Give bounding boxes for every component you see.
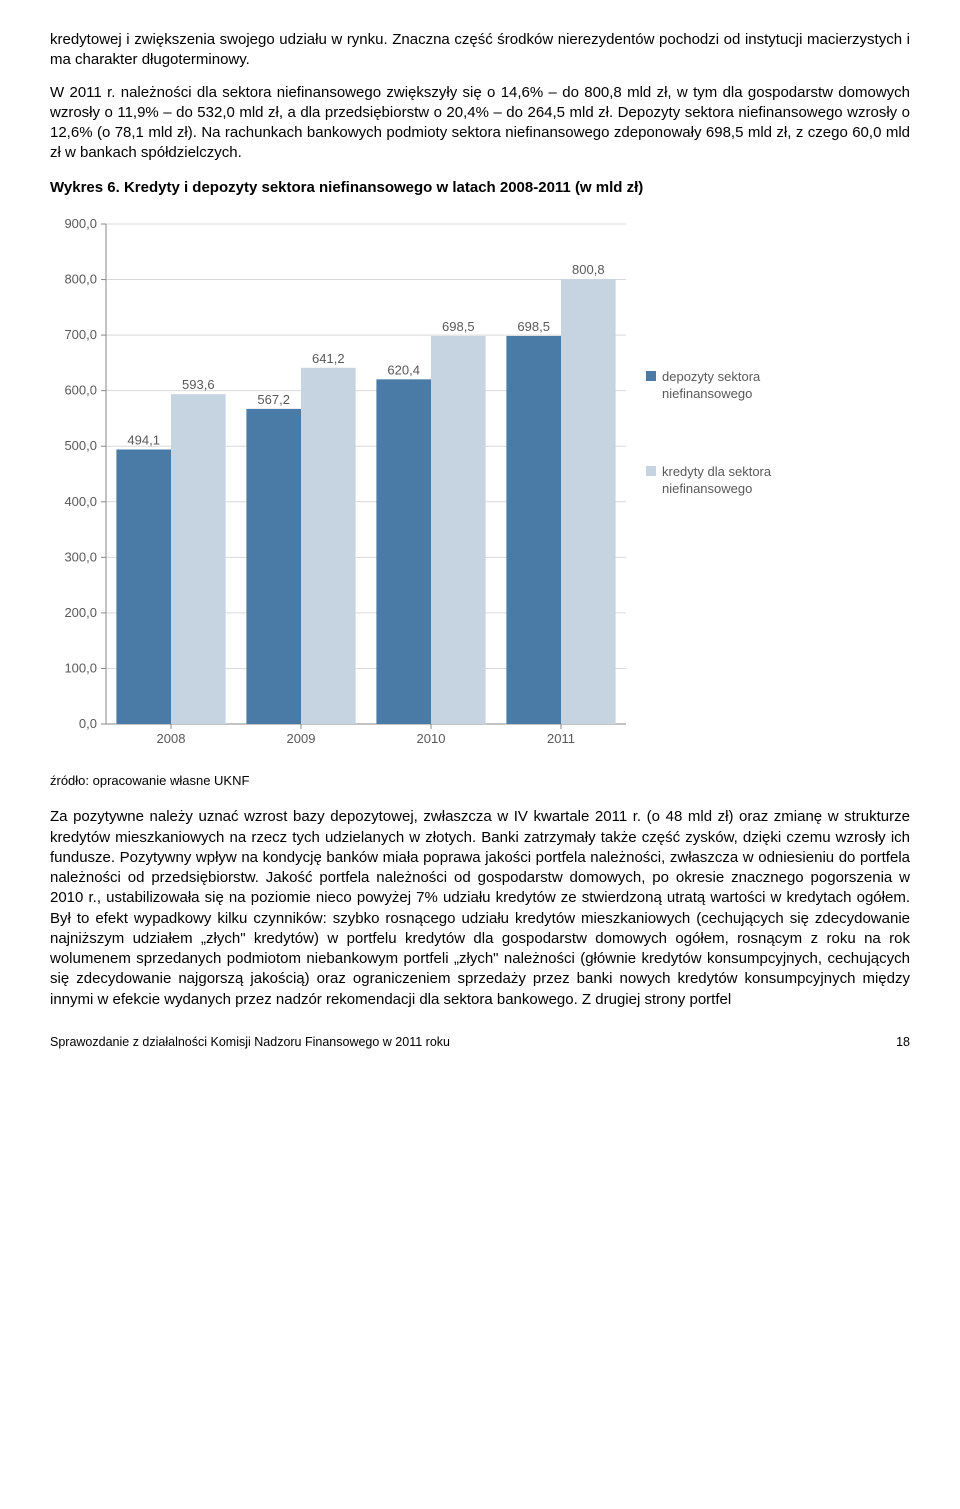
svg-text:494,1: 494,1 — [127, 432, 160, 447]
svg-text:200,0: 200,0 — [64, 605, 97, 620]
svg-text:800,8: 800,8 — [572, 262, 605, 277]
svg-text:567,2: 567,2 — [257, 392, 290, 407]
page-footer: Sprawozdanie z działalności Komisji Nadz… — [50, 1034, 910, 1051]
svg-text:800,0: 800,0 — [64, 271, 97, 286]
legend-swatch — [646, 466, 656, 476]
bar-chart: 0,0 100,0 200,0 300,0 400,0 500,0 600,0 700,0 80… — [50, 208, 636, 754]
chart-title: Wykres 6. Kredyty i depozyty sektora nie… — [50, 178, 910, 198]
svg-text:698,5: 698,5 — [517, 319, 550, 334]
svg-text:0,0: 0,0 — [79, 716, 97, 731]
svg-text:400,0: 400,0 — [64, 494, 97, 509]
paragraph-intro-2: W 2011 r. należności dla sektora niefina… — [50, 83, 910, 164]
svg-text:300,0: 300,0 — [64, 549, 97, 564]
legend-swatch — [646, 371, 656, 381]
svg-text:620,4: 620,4 — [387, 362, 420, 377]
legend-item: depozyty sektora niefinansowego — [646, 368, 802, 403]
legend-label: depozyty sektora niefinansowego — [662, 368, 802, 403]
svg-text:2008: 2008 — [157, 731, 186, 746]
svg-text:698,5: 698,5 — [442, 319, 475, 334]
svg-text:2009: 2009 — [287, 731, 316, 746]
svg-text:641,2: 641,2 — [312, 351, 345, 366]
svg-text:600,0: 600,0 — [64, 382, 97, 397]
svg-text:700,0: 700,0 — [64, 327, 97, 342]
page-number: 18 — [896, 1034, 910, 1051]
legend-label: kredyty dla sektora niefinansowego — [662, 463, 802, 498]
svg-text:2010: 2010 — [417, 731, 446, 746]
legend-item: kredyty dla sektora niefinansowego — [646, 463, 802, 498]
paragraph-intro-1: kredytowej i zwiększenia swojego udziału… — [50, 30, 910, 71]
chart-legend: depozyty sektora niefinansowego kredyty d… — [636, 208, 802, 498]
chart-container: 0,0 100,0 200,0 300,0 400,0 500,0 600,0 700,0 80… — [50, 208, 910, 754]
svg-text:500,0: 500,0 — [64, 438, 97, 453]
svg-text:100,0: 100,0 — [64, 660, 97, 675]
svg-text:900,0: 900,0 — [64, 216, 97, 231]
svg-text:593,6: 593,6 — [182, 377, 215, 392]
footer-text: Sprawozdanie z działalności Komisji Nadz… — [50, 1034, 450, 1051]
chart-source: źródło: opracowanie własne UKNF — [50, 772, 910, 790]
paragraph-body: Za pozytywne należy uznać wzrost bazy de… — [50, 807, 910, 1010]
svg-text:2011: 2011 — [547, 731, 575, 746]
